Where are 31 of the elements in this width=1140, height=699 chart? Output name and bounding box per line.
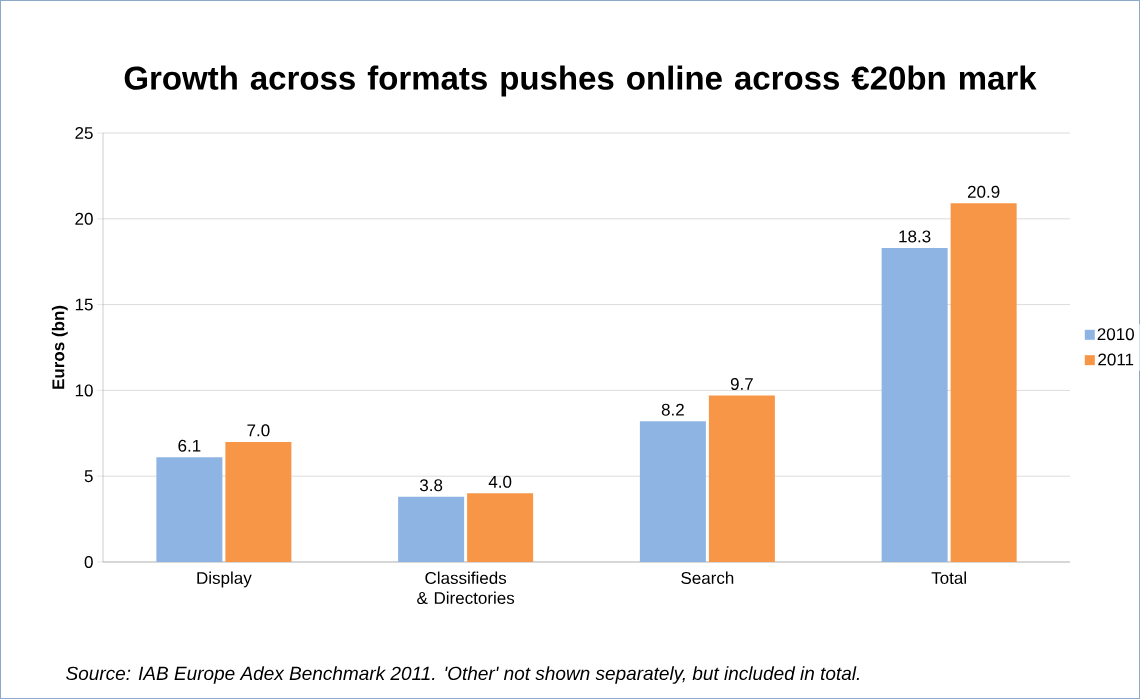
data-label: 20.9 xyxy=(967,185,1000,198)
y-axis-title: Euros (bn) xyxy=(51,305,68,389)
bar xyxy=(639,421,706,562)
data-label: 4.0 xyxy=(488,475,512,488)
source-note: Source: IAB Europe Adex Benchmark 2011. 'Other' not shown separately, but included in total. xyxy=(66,666,859,684)
bar xyxy=(950,203,1017,562)
y-tick-label: 5 xyxy=(84,470,93,483)
x-tick-label: Total xyxy=(931,571,966,585)
data-label: 8.2 xyxy=(661,403,684,416)
y-tick-label: 25 xyxy=(75,126,93,140)
data-label: 9.7 xyxy=(730,377,753,391)
bar xyxy=(225,441,292,562)
legend-label: 2010 xyxy=(1097,328,1134,341)
x-tick-label: Search xyxy=(681,571,734,585)
legend-label: 2011 xyxy=(1098,353,1134,366)
data-label: 7.0 xyxy=(247,424,270,437)
x-tick-label: Display xyxy=(197,571,252,588)
y-tick-label: 10 xyxy=(75,384,93,397)
bar xyxy=(156,457,223,562)
data-label: 6.1 xyxy=(178,439,201,452)
y-tick-label: 20 xyxy=(75,212,93,225)
bar xyxy=(708,395,775,562)
y-tick-label: 0 xyxy=(84,555,93,569)
bar xyxy=(467,493,534,562)
chart-title: Growth across formats pushes online across €20bn mark xyxy=(124,65,1037,97)
bar xyxy=(881,247,948,562)
y-tick-label: 15 xyxy=(75,298,93,311)
data-label: 3.8 xyxy=(419,479,443,492)
x-tick-label: Classifieds & Directories xyxy=(417,571,515,605)
data-label: 18.3 xyxy=(899,230,931,243)
bar xyxy=(398,496,465,562)
